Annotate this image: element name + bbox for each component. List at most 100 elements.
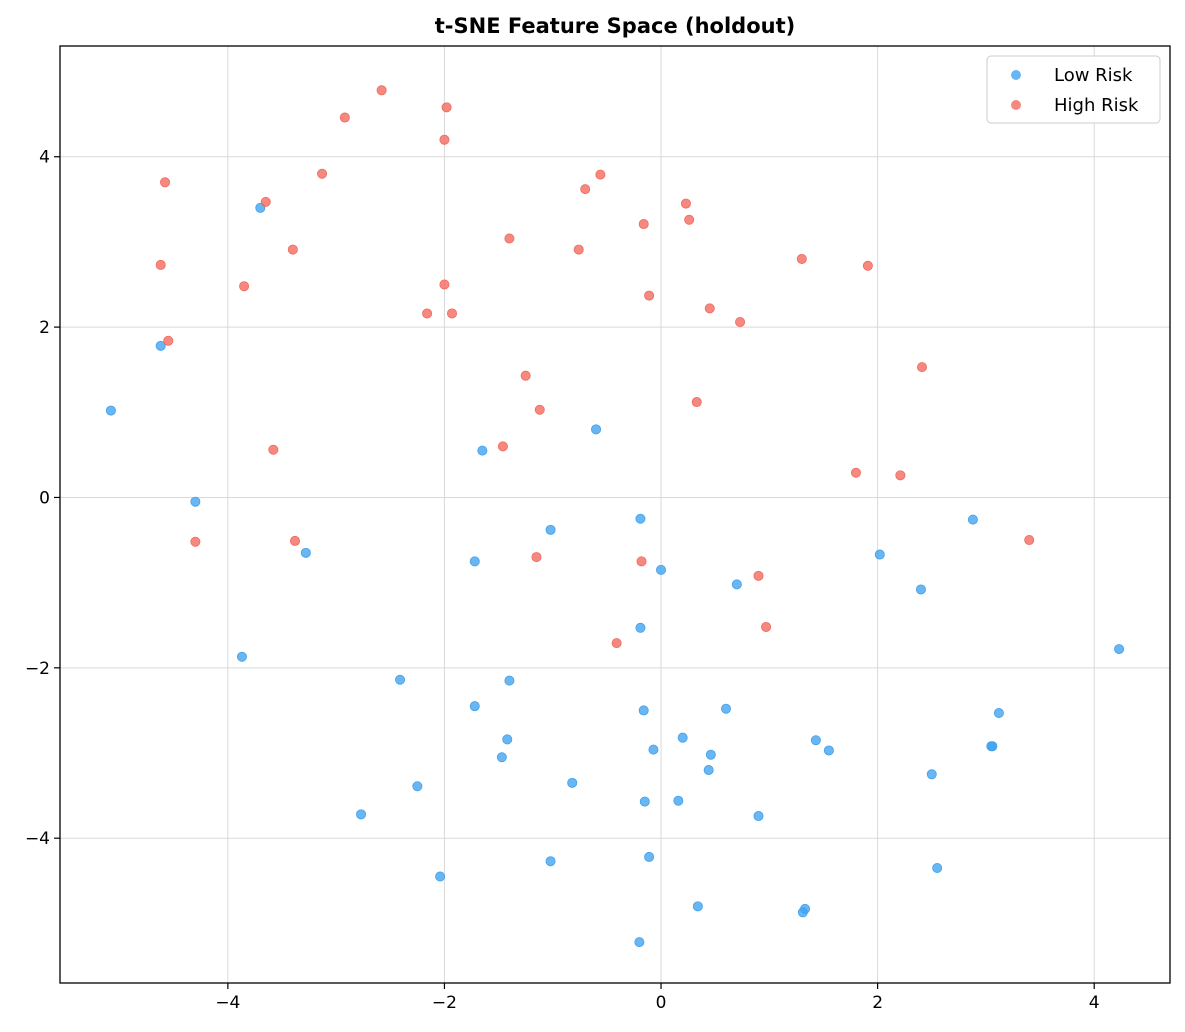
- data-point: [731, 579, 742, 590]
- data-point: [644, 851, 655, 862]
- data-point: [673, 795, 684, 806]
- data-point: [531, 552, 542, 563]
- legend-label-high-risk: High Risk: [1054, 95, 1139, 116]
- x-tick-label: 0: [656, 993, 667, 1013]
- legend-label-low-risk: Low Risk: [1054, 65, 1133, 86]
- legend: Low Risk High Risk: [986, 55, 1161, 124]
- data-point: [239, 281, 250, 292]
- data-point: [502, 734, 513, 745]
- data-point: [155, 340, 166, 351]
- data-point: [648, 744, 659, 755]
- data-point: [644, 290, 655, 301]
- data-point: [190, 536, 201, 547]
- data-point: [823, 745, 834, 756]
- y-tick-label: 0: [39, 488, 50, 508]
- y-tick-label: 2: [39, 318, 50, 338]
- data-point: [635, 622, 646, 633]
- data-point: [932, 863, 943, 874]
- data-point: [735, 316, 746, 327]
- data-point: [993, 707, 1004, 718]
- data-point: [412, 781, 423, 792]
- data-point: [1114, 644, 1125, 655]
- data-point: [439, 279, 450, 290]
- data-point: [287, 244, 298, 255]
- data-point: [441, 102, 452, 113]
- data-point: [155, 259, 166, 270]
- data-point: [469, 556, 480, 567]
- data-point: [580, 184, 591, 195]
- data-point: [850, 467, 861, 478]
- data-point: [289, 535, 300, 546]
- legend-marker-low-risk: [1011, 70, 1021, 80]
- series-high-risk: [155, 85, 1035, 649]
- data-point: [810, 735, 821, 746]
- data-point: [376, 85, 387, 96]
- data-point: [545, 856, 556, 867]
- y-tick-label: 4: [39, 148, 50, 168]
- data-point: [300, 547, 311, 558]
- data-point: [595, 169, 606, 180]
- data-point: [677, 732, 688, 743]
- data-point: [721, 703, 732, 714]
- data-point: [469, 701, 480, 712]
- data-point: [163, 335, 174, 346]
- data-point: [753, 570, 764, 581]
- data-point: [573, 244, 584, 255]
- legend-box: [986, 55, 1161, 124]
- data-point: [236, 651, 247, 662]
- data-point: [268, 444, 279, 455]
- x-tick-label: 2: [872, 993, 883, 1013]
- data-point: [915, 584, 926, 595]
- data-point: [439, 134, 450, 145]
- data-point: [611, 638, 622, 649]
- data-point: [567, 777, 578, 788]
- legend-marker-high-risk: [1011, 100, 1021, 110]
- chart-title: t-SNE Feature Space (holdout): [435, 14, 795, 38]
- data-point: [926, 769, 937, 780]
- data-point: [761, 621, 772, 632]
- data-point: [862, 260, 873, 271]
- data-point: [800, 903, 811, 914]
- data-point: [395, 674, 406, 685]
- grid-lines: [60, 46, 1170, 983]
- data-point: [435, 871, 446, 882]
- data-point: [704, 303, 715, 314]
- data-point: [987, 741, 998, 752]
- data-point: [917, 362, 928, 373]
- data-point: [703, 765, 714, 776]
- data-point: [534, 404, 545, 415]
- y-tick-label: −2: [25, 659, 50, 679]
- data-point: [520, 370, 531, 381]
- data-point: [639, 796, 650, 807]
- x-axis: −4 −2 0 2 4: [215, 983, 1100, 1013]
- data-point: [504, 233, 515, 244]
- data-point: [422, 308, 433, 319]
- data-point: [680, 198, 691, 209]
- data-point: [339, 112, 350, 123]
- data-point: [504, 675, 515, 686]
- data-point: [692, 901, 703, 912]
- data-point: [497, 441, 508, 452]
- data-point: [496, 752, 507, 763]
- y-tick-label: −4: [25, 829, 50, 849]
- data-point: [160, 177, 171, 188]
- data-point: [753, 811, 764, 822]
- data-point: [895, 470, 906, 481]
- data-point: [635, 513, 646, 524]
- y-axis: −4 −2 0 2 4: [25, 148, 60, 849]
- data-point: [691, 397, 702, 408]
- x-tick-label: −4: [215, 993, 240, 1013]
- data-point: [874, 549, 885, 560]
- data-point: [638, 705, 649, 716]
- data-point: [796, 253, 807, 264]
- data-point: [105, 405, 116, 416]
- data-point: [1024, 535, 1035, 546]
- data-point: [190, 496, 201, 507]
- data-point: [591, 424, 602, 435]
- data-point: [967, 514, 978, 525]
- x-tick-label: −2: [432, 993, 457, 1013]
- series-low-risk: [105, 202, 1125, 948]
- data-point: [634, 937, 645, 948]
- data-point: [356, 809, 367, 820]
- data-point: [636, 556, 647, 567]
